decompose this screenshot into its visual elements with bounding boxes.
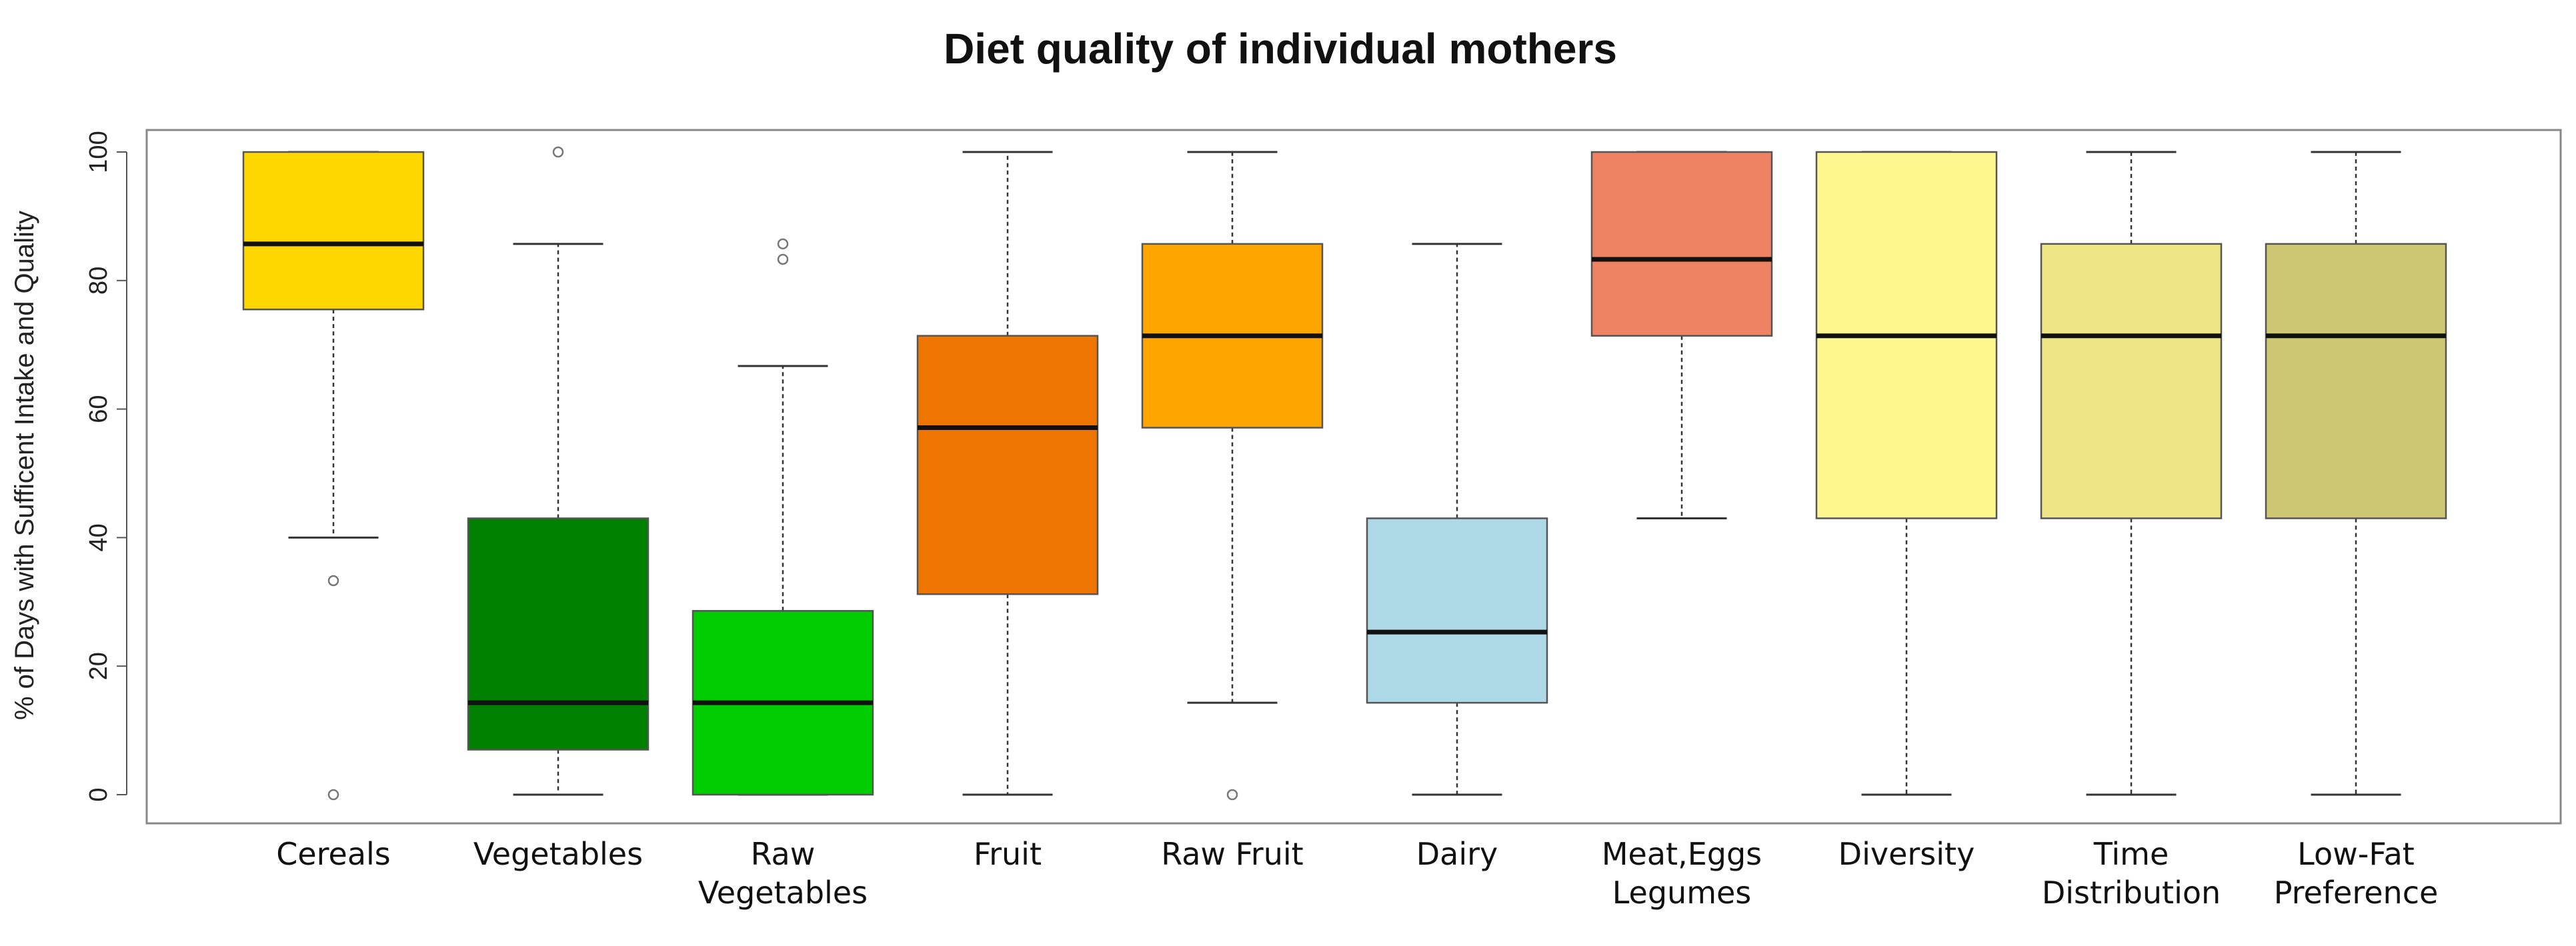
- x-tick-label: Dairy: [1416, 836, 1498, 872]
- x-tick-label: Raw Fruit: [1161, 836, 1303, 872]
- y-tick-label: 20: [85, 652, 113, 680]
- x-tick-label-line: Meat,Eggs: [1602, 836, 1762, 872]
- y-axis-ticks: 0 20 40 60 80 100: [85, 131, 127, 802]
- box-meat-eggs-legumes: [1590, 151, 1773, 519]
- x-tick-label-line: Distribution: [2042, 875, 2221, 911]
- plot-frame: [145, 129, 2562, 825]
- x-tick-label-line: Low-Fat: [2297, 836, 2415, 872]
- outlier-point: [1226, 789, 1238, 801]
- y-tick-label: 100: [85, 131, 113, 173]
- outlier-point: [327, 575, 339, 587]
- x-tick-label-line: Legumes: [1612, 875, 1752, 911]
- box-raw-fruit: [1141, 151, 1324, 801]
- y-tick-label: 40: [85, 523, 113, 551]
- y-tick-label: 60: [85, 395, 113, 423]
- x-tick-label-line: Time: [2093, 836, 2169, 872]
- box-iqr: [2265, 243, 2447, 519]
- box-iqr: [1590, 151, 1773, 337]
- chart-title: Diet quality of individual mothers: [944, 25, 1617, 73]
- box-raw-vegetables: [692, 238, 874, 796]
- box-fruit: [916, 151, 1099, 796]
- x-tick-label-line: Vegetables: [473, 836, 643, 872]
- x-tick-label-line: Cereals: [276, 836, 391, 872]
- box-diversity: [1815, 151, 1998, 796]
- box-iqr: [467, 517, 650, 751]
- boxes-layer: [242, 146, 2447, 801]
- box-iqr: [1366, 517, 1548, 704]
- x-tick-label: Raw Vegetables: [698, 836, 868, 911]
- x-tick-label: Fruit: [974, 836, 1042, 872]
- x-tick-label-line: Dairy: [1416, 836, 1498, 872]
- x-tick-label: Diversity: [1838, 836, 1975, 872]
- box-iqr: [242, 151, 425, 311]
- x-tick-label-line: Fruit: [974, 836, 1042, 872]
- x-tick-label: Time Distribution: [2042, 836, 2221, 911]
- box-iqr: [2040, 243, 2223, 519]
- x-tick-label: Cereals: [276, 836, 391, 872]
- box-dairy: [1366, 243, 1548, 796]
- box-cereals: [242, 151, 425, 801]
- x-tick-label: Meat,Eggs Legumes: [1602, 836, 1762, 911]
- box-low-fat-preference: [2265, 151, 2447, 796]
- x-tick-label-line: Diversity: [1838, 836, 1975, 872]
- outlier-point: [327, 789, 339, 801]
- box-vegetables: [467, 146, 650, 796]
- x-tick-label-line: Raw: [751, 836, 816, 872]
- outlier-point: [777, 253, 789, 265]
- x-tick-label-line: Preference: [2274, 875, 2439, 911]
- outlier-point: [777, 238, 789, 250]
- box-time-distribution: [2040, 151, 2223, 796]
- y-tick-label: 80: [85, 267, 113, 295]
- outlier-point: [552, 146, 564, 158]
- x-tick-label-line: Vegetables: [698, 875, 868, 911]
- y-tick-label: 0: [85, 787, 113, 801]
- x-tick-label: Low-Fat Preference: [2274, 836, 2439, 911]
- x-tick-label-line: Raw Fruit: [1161, 836, 1303, 872]
- y-axis-label: % of Days with Sufficent Intake and Qual…: [10, 211, 39, 720]
- x-tick-label: Vegetables: [473, 836, 643, 872]
- box-iqr: [916, 335, 1099, 595]
